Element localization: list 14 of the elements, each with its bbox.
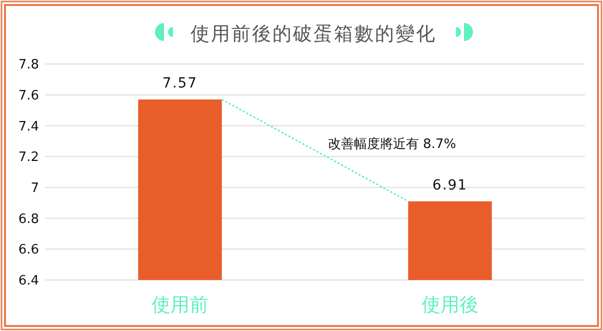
annotation: 改善幅度將近有 8.7% (328, 136, 456, 152)
y-tick-label: 7 (30, 180, 39, 196)
y-tick-label: 7.2 (18, 150, 39, 166)
y-tick-label: 7.8 (18, 58, 39, 73)
y-tick-label: 6.6 (18, 242, 39, 258)
y-tick-label: 6.4 (18, 274, 39, 289)
y-tick-label: 7.6 (18, 88, 39, 104)
x-tick-label: 使用前 (152, 294, 208, 316)
y-tick-label: 6.8 (18, 212, 39, 227)
chart-title: 使用前後的破蛋箱數的變化 (190, 23, 436, 45)
data-label: 7.57 (162, 75, 198, 92)
data-label: 6.91 (432, 177, 468, 194)
x-tick-label: 使用後 (422, 294, 478, 316)
y-tick-label: 7.4 (18, 119, 39, 134)
